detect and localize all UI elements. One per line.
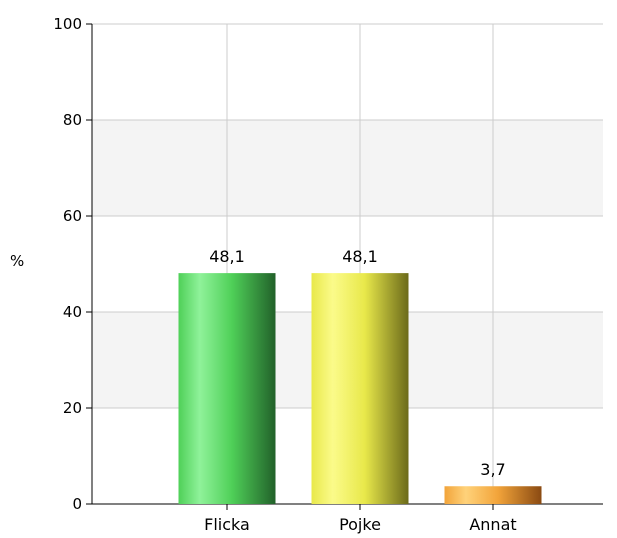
y-tick-label: 20 <box>63 399 82 417</box>
plot-band <box>92 120 603 216</box>
data-label: 48,1 <box>342 247 378 266</box>
data-label: 48,1 <box>209 247 245 266</box>
y-tick-label: 40 <box>63 303 82 321</box>
x-tick-label: Pojke <box>339 515 381 534</box>
bar-flicka <box>179 273 276 504</box>
y-tick-label: 80 <box>63 111 82 129</box>
data-label: 3,7 <box>480 460 505 479</box>
x-tick-label: Annat <box>469 515 516 534</box>
y-tick-label: 0 <box>72 495 82 513</box>
y-tick-label: 60 <box>63 207 82 225</box>
bar-pojke <box>312 273 409 504</box>
bar-annat <box>445 486 542 504</box>
y-tick-label: 100 <box>53 15 82 33</box>
y-axis-label: % <box>10 252 24 270</box>
x-tick-label: Flicka <box>204 515 250 534</box>
y-tick-labels: 0 20 40 60 80 100 <box>53 15 82 513</box>
x-tick-labels: Flicka Pojke Annat <box>204 515 517 534</box>
